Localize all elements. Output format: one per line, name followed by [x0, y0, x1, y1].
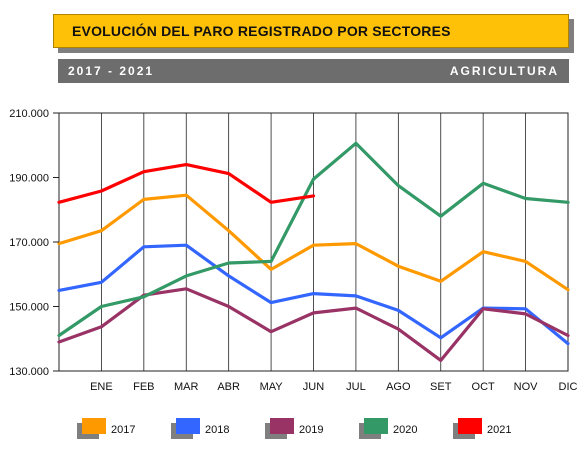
x-tick-label: ENE: [90, 381, 113, 393]
series-line-2017: [57, 193, 570, 292]
series-line-2020: [57, 141, 570, 338]
legend-swatch-2018: [176, 418, 200, 434]
x-tick-label: DIC: [559, 381, 578, 393]
y-tick-label: 210.000: [9, 108, 49, 120]
x-tick-label: ABR: [217, 381, 240, 393]
series-layer: [57, 141, 570, 362]
legend-swatch-2017: [82, 418, 106, 434]
period-label: 2017 - 2021: [68, 64, 155, 78]
chart-title-bar: EVOLUCIÓN DEL PARO REGISTRADO POR SECTOR…: [53, 14, 574, 53]
sector-label: AGRICULTURA: [449, 64, 559, 78]
legend-label-2021: 2021: [487, 424, 511, 436]
legend-label-2018: 2018: [205, 424, 229, 436]
grid-layer: [58, 112, 569, 372]
x-tick-label: MAY: [260, 381, 284, 393]
y-tick-label: 170.000: [9, 237, 49, 249]
chart-title: EVOLUCIÓN DEL PARO REGISTRADO POR SECTOR…: [72, 23, 451, 39]
y-tick-label: 150.000: [9, 302, 49, 314]
x-tick-label: AGO: [386, 381, 411, 393]
legend-swatch-2021: [458, 418, 482, 434]
x-tick-label: NOV: [514, 381, 539, 393]
axis-layer: 130.000 150.000 170.000 190.000 210.000 ENE FE…: [9, 108, 577, 393]
x-tick-label: JUN: [303, 381, 324, 393]
x-tick-label: FEB: [133, 381, 154, 393]
legend-label-2017: 2017: [111, 424, 135, 436]
legend-label-2020: 2020: [393, 424, 417, 436]
x-tick-label: SET: [430, 381, 452, 393]
legend-swatch-2019: [270, 418, 294, 434]
legend-layer: 2017 2018 2019 2020 2021: [77, 418, 511, 439]
x-tick-label: JUL: [346, 381, 366, 393]
title-box: EVOLUCIÓN DEL PARO REGISTRADO POR SECTOR…: [53, 14, 569, 48]
y-tick-label: 130.000: [9, 366, 49, 378]
subtitle-bar: 2017 - 2021 AGRICULTURA: [58, 59, 569, 83]
legend-label-2019: 2019: [299, 424, 323, 436]
x-tick-label: OCT: [472, 381, 496, 393]
legend-swatch-2020: [364, 418, 388, 434]
series-line-2021: [57, 163, 316, 204]
y-tick-label: 190.000: [9, 173, 49, 185]
x-tick-label: MAR: [174, 381, 199, 393]
